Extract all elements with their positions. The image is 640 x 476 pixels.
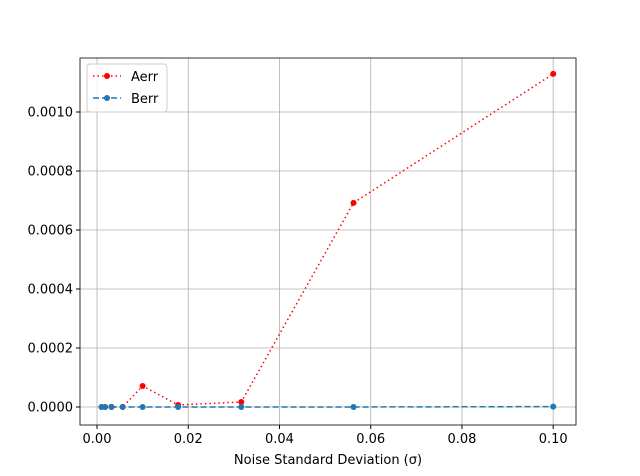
- legend-label: Aerr: [131, 70, 159, 85]
- x-tick-label: 0.10: [539, 432, 568, 447]
- x-tick-label: 0.08: [447, 432, 476, 447]
- data-point: [119, 404, 126, 411]
- y-tick-label: 0.0010: [28, 105, 74, 120]
- x-axis-label: Noise Standard Deviation (σ): [234, 453, 422, 468]
- data-point: [238, 404, 245, 411]
- data-point: [108, 404, 115, 411]
- y-tick-label: 0.0000: [28, 401, 74, 416]
- x-tick-label: 0.04: [265, 432, 294, 447]
- x-tick-label: 0.00: [83, 432, 112, 447]
- y-tick-label: 0.0006: [28, 223, 74, 238]
- series-line: [101, 73, 554, 408]
- data-point: [139, 404, 146, 411]
- data-point: [139, 382, 146, 389]
- legend-marker: [104, 95, 110, 101]
- data-point: [350, 199, 357, 206]
- plot-frame: [79, 57, 577, 426]
- legend-label: Berr: [131, 92, 159, 107]
- data-point: [350, 403, 357, 410]
- x-tick-label: 0.06: [356, 432, 385, 447]
- y-tick-label: 0.0008: [28, 164, 74, 179]
- data-point: [175, 404, 182, 411]
- data-point: [550, 403, 557, 410]
- data-point: [550, 70, 557, 77]
- x-tick-label: 0.02: [174, 432, 203, 447]
- y-tick-label: 0.0002: [28, 342, 74, 357]
- y-tick-label: 0.0004: [28, 282, 74, 297]
- data-point: [102, 404, 109, 411]
- data-point: [238, 398, 245, 405]
- legend-marker: [104, 73, 110, 79]
